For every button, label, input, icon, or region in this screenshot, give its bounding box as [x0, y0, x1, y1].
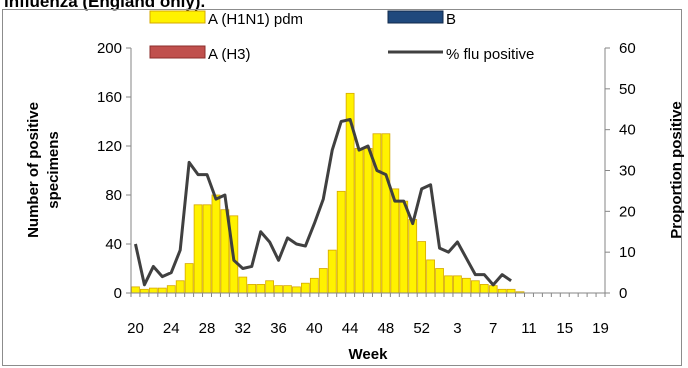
bar-a-h1n1-pdm-week-4 [462, 277, 471, 294]
bar-a-h1n1-pdm-week-48 [381, 133, 391, 294]
x-tick-label-40: 40 [306, 320, 323, 337]
bar-a-h1n1-pdm-week-36 [274, 285, 283, 294]
legend-swatch-b [387, 10, 444, 24]
bar-a-h1n1-pdm-week-46 [363, 148, 373, 294]
y-left-tick-label-80: 80 [105, 187, 122, 204]
bar-a-h1n1-pdm-week-28 [202, 204, 212, 294]
bar-a-h1n1-pdm-week-52 [417, 241, 427, 294]
bar-a-h1n1-pdm-week-47 [372, 133, 382, 294]
legend-label--flu-positive: % flu positive [446, 46, 534, 63]
bar-a-h1n1-pdm-week-1 [435, 268, 444, 294]
bar-a-h1n1-pdm-week-20 [131, 286, 140, 294]
legend-label-b: B [446, 11, 456, 28]
bar-a-h1n1-pdm-week-21 [140, 288, 149, 294]
x-tick-label-19: 19 [592, 320, 609, 337]
x-tick-label-48: 48 [378, 320, 395, 337]
y-right-axis-title: Proportion positive [668, 101, 685, 239]
bar-a-h1n1-pdm-week-33 [247, 284, 257, 294]
y-left-axis-title-line: Number of positive [25, 102, 42, 238]
bar-a-h1n1-pdm-week-27 [193, 204, 203, 294]
x-tick-label-15: 15 [556, 320, 573, 337]
x-tick-label-32: 32 [234, 320, 251, 337]
legend-label-a-h3-: A (H3) [208, 46, 251, 63]
y-left-tick-label-120: 120 [97, 138, 122, 155]
bar-a-h1n1-pdm-week-26 [184, 263, 194, 294]
line-flu-positive [134, 117, 512, 287]
x-tick-label-20: 20 [127, 320, 144, 337]
x-tick-label-7: 7 [489, 320, 497, 337]
bar-a-h1n1-pdm-week-50 [399, 200, 409, 294]
bar-a-h1n1-pdm-week-6 [479, 284, 489, 294]
bar-a-h1n1-pdm-week-45 [354, 148, 364, 294]
legend-swatch-a-h3- [149, 45, 206, 59]
bar-a-h1n1-pdm-week-32 [238, 276, 248, 294]
x-axis-title: Week [349, 346, 389, 363]
y-right-tick-label-0: 0 [619, 285, 627, 302]
bar-a-h1n1-pdm-week-3 [453, 275, 462, 294]
y-right-tick-label-20: 20 [619, 203, 636, 220]
bar-a-h1n1-pdm-week-8 [497, 288, 507, 294]
y-left-axis-title-line: specimens [45, 131, 62, 209]
x-tick-label-28: 28 [199, 320, 216, 337]
x-tick-label-3: 3 [453, 320, 461, 337]
x-tick-label-24: 24 [163, 320, 180, 337]
bar-a-h1n1-pdm-week-43 [336, 190, 346, 294]
bar-a-h1n1-pdm-week-49 [390, 188, 400, 294]
y-left-axis-title: Number of positive specimens [25, 102, 62, 238]
y-right-tick-label-30: 30 [619, 163, 636, 180]
bar-a-h1n1-pdm-week-37 [283, 285, 292, 294]
y-left-tick-label-0: 0 [114, 285, 122, 302]
legend-label-a-h1n1-pdm: A (H1N1) pdm [208, 11, 303, 28]
chart-title: influenza (England only). [4, 0, 206, 11]
bar-a-h1n1-pdm-week-2 [444, 275, 453, 294]
bar-a-h1n1-pdm-week-41 [318, 268, 328, 294]
x-tick-label-44: 44 [342, 320, 359, 337]
bar-a-h1n1-pdm-week-38 [292, 286, 301, 294]
y-right-tick-label-60: 60 [619, 40, 636, 57]
x-tick-label-36: 36 [270, 320, 287, 337]
y-left-tick-label-200: 200 [97, 40, 122, 57]
bar-a-h1n1-pdm-week-34 [256, 284, 266, 294]
x-tick-label-11: 11 [521, 320, 537, 337]
y-left-tick-label-160: 160 [97, 89, 122, 106]
bar-a-h1n1-pdm-week-29 [211, 194, 221, 294]
bar-a-h1n1-pdm-week-9 [506, 288, 516, 294]
bar-a-h1n1-pdm-week-35 [265, 280, 274, 294]
bar-a-h1n1-pdm-week-39 [301, 282, 310, 294]
bar-a-h1n1-pdm-week-24 [166, 285, 176, 294]
bar-a-h1n1-pdm-week-40 [309, 277, 319, 294]
bar-a-h1n1-pdm-week-51 [408, 219, 418, 294]
y-right-tick-label-10: 10 [619, 244, 636, 261]
y-right-tick-label-40: 40 [619, 122, 636, 139]
y-right-tick-label-50: 50 [619, 81, 636, 98]
legend-swatch-a-h1n1-pdm [149, 10, 206, 24]
bar-a-h1n1-pdm-week-25 [175, 280, 185, 294]
bar-a-h1n1-pdm-week-5 [470, 280, 480, 294]
x-tick-label-52: 52 [413, 320, 430, 337]
bar-a-h1n1-pdm-week-53 [426, 259, 435, 294]
bar-a-h1n1-pdm-week-7 [488, 285, 498, 294]
bar-a-h1n1-pdm-week-23 [157, 287, 167, 294]
y-left-tick-label-40: 40 [105, 236, 122, 253]
chart-frame [2, 9, 682, 366]
bar-a-h1n1-pdm-week-42 [327, 249, 337, 294]
bar-a-h1n1-pdm-week-22 [148, 287, 158, 294]
